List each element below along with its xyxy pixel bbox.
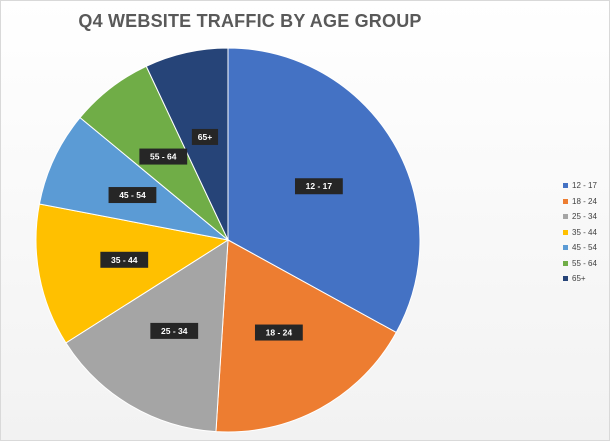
legend-swatch bbox=[563, 260, 568, 266]
legend-label: 65+ bbox=[572, 274, 586, 284]
data-labels: 12 - 17 18 - 24 25 - 34 35 - 44 45 - 54 55 - … bbox=[100, 128, 343, 341]
pie-slice-18-24 bbox=[215, 239, 397, 433]
pie-slice-25-34 bbox=[65, 239, 229, 433]
svg-text:25 - 34: 25 - 34 bbox=[161, 326, 188, 336]
legend-item-18-24: 18 - 24 bbox=[563, 194, 597, 210]
legend-item-25-34: 25 - 34 bbox=[563, 209, 597, 225]
legend-item-55-64: 55 - 64 bbox=[563, 256, 597, 272]
pie-slice-35-44 bbox=[35, 203, 230, 344]
chart-title: Q4 WEBSITE TRAFFIC BY AGE GROUP bbox=[78, 11, 422, 31]
svg-text:35 - 44: 35 - 44 bbox=[111, 255, 138, 265]
legend-swatch bbox=[563, 214, 568, 220]
legend-label: 35 - 44 bbox=[572, 227, 597, 237]
legend-swatch bbox=[563, 245, 568, 251]
data-label-65: 65+ bbox=[191, 128, 219, 145]
data-label-25-34: 25 - 34 bbox=[150, 322, 199, 339]
legend-label: 55 - 64 bbox=[572, 258, 597, 268]
legend-item-35-44: 35 - 44 bbox=[563, 225, 597, 241]
svg-text:55 - 64: 55 - 64 bbox=[150, 152, 177, 162]
legend-label: 25 - 34 bbox=[572, 212, 597, 222]
pie-slice-65 bbox=[145, 47, 229, 241]
legend-label: 45 - 54 bbox=[572, 243, 597, 253]
legend-label: 18 - 24 bbox=[572, 196, 597, 206]
legend-item-45-54: 45 - 54 bbox=[563, 240, 597, 256]
legend-item-65: 65+ bbox=[563, 271, 597, 287]
legend-swatch bbox=[563, 198, 568, 204]
chart-legend: 12 - 17 18 - 24 25 - 34 35 - 44 45 - 54 55 - … bbox=[563, 178, 597, 287]
pie-slices bbox=[35, 47, 421, 433]
legend-swatch bbox=[563, 229, 568, 235]
legend-item-12-17: 12 - 17 bbox=[563, 178, 597, 194]
legend-label: 12 - 17 bbox=[572, 181, 597, 191]
data-label-55-64: 55 - 64 bbox=[139, 148, 188, 165]
data-label-18-24: 18 - 24 bbox=[254, 324, 303, 341]
legend-swatch bbox=[563, 183, 568, 189]
svg-text:65+: 65+ bbox=[198, 132, 212, 142]
data-label-45-54: 45 - 54 bbox=[108, 187, 157, 204]
svg-text:12 - 17: 12 - 17 bbox=[306, 181, 333, 191]
data-label-35-44: 35 - 44 bbox=[100, 251, 149, 268]
svg-text:45 - 54: 45 - 54 bbox=[119, 190, 146, 200]
legend-swatch bbox=[563, 276, 568, 282]
svg-text:18 - 24: 18 - 24 bbox=[266, 328, 293, 338]
pie-slice-45-54 bbox=[38, 116, 229, 241]
data-label-12-17: 12 - 17 bbox=[294, 178, 343, 195]
